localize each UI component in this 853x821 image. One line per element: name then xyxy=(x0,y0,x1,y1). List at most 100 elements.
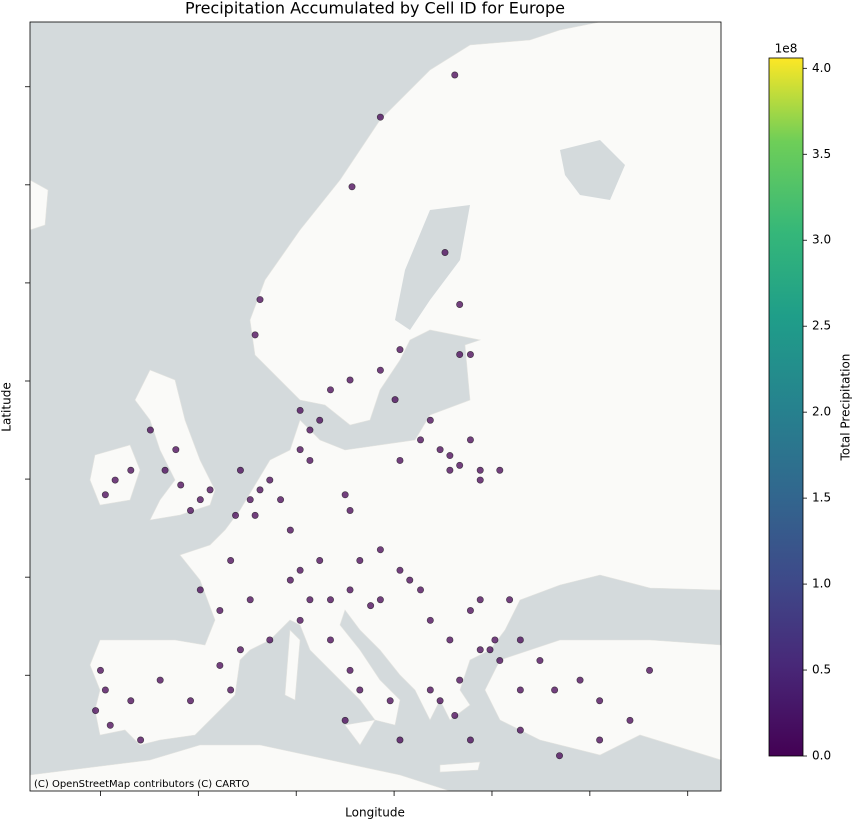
colorbar-offset: 1e8 xyxy=(775,42,798,56)
point xyxy=(227,686,235,694)
point xyxy=(551,686,559,694)
point xyxy=(476,596,484,604)
points xyxy=(92,71,654,760)
point xyxy=(346,506,354,514)
point xyxy=(286,526,294,534)
point xyxy=(456,300,464,308)
colorbar-label: Total Precipitation xyxy=(839,354,853,462)
point xyxy=(396,566,404,574)
point xyxy=(101,686,109,694)
point xyxy=(161,466,169,474)
point xyxy=(406,576,414,584)
point xyxy=(296,406,304,414)
point xyxy=(127,466,135,474)
point xyxy=(246,496,254,504)
point xyxy=(251,331,259,339)
iceland xyxy=(30,179,49,231)
x-axis-label: Longitude xyxy=(345,806,405,820)
point xyxy=(106,721,114,729)
point xyxy=(417,436,425,444)
point xyxy=(426,416,434,424)
point xyxy=(177,481,185,489)
point xyxy=(516,636,524,644)
point xyxy=(111,476,119,484)
point xyxy=(101,491,109,499)
point xyxy=(396,736,404,744)
point xyxy=(216,661,224,669)
point xyxy=(187,697,195,705)
colorbar xyxy=(768,57,804,757)
point xyxy=(451,711,459,719)
point xyxy=(376,366,384,374)
point xyxy=(256,296,264,304)
point xyxy=(596,697,604,705)
point xyxy=(206,486,214,494)
point xyxy=(196,586,204,594)
point xyxy=(172,446,180,454)
point xyxy=(516,726,524,734)
point xyxy=(346,666,354,674)
point xyxy=(426,686,434,694)
point xyxy=(451,71,459,79)
point xyxy=(277,496,285,504)
point xyxy=(187,506,195,514)
point xyxy=(456,351,464,359)
colorbar-tick-label: 1.0 xyxy=(812,577,831,591)
plot-frame xyxy=(29,21,722,792)
point xyxy=(466,607,474,615)
sardinia-corsica xyxy=(284,629,301,701)
point xyxy=(326,596,334,604)
point xyxy=(486,646,494,654)
point xyxy=(346,376,354,384)
point xyxy=(306,456,314,464)
point xyxy=(441,249,449,257)
point xyxy=(346,586,354,594)
white-sea xyxy=(560,140,625,200)
sicily xyxy=(344,719,376,746)
point xyxy=(146,426,154,434)
point xyxy=(396,346,404,354)
point xyxy=(306,596,314,604)
point xyxy=(266,476,274,484)
point xyxy=(367,602,375,610)
point xyxy=(476,646,484,654)
point xyxy=(356,556,364,564)
point xyxy=(216,607,224,615)
point xyxy=(466,351,474,359)
point xyxy=(376,596,384,604)
point xyxy=(256,486,264,494)
point xyxy=(232,511,240,519)
crete xyxy=(439,761,481,773)
point xyxy=(426,616,434,624)
point xyxy=(516,686,524,694)
point xyxy=(227,556,235,564)
point xyxy=(341,491,349,499)
point xyxy=(348,183,356,191)
attribution: (C) OpenStreetMap contributors (C) CARTO xyxy=(34,779,249,790)
point xyxy=(246,596,254,604)
point xyxy=(156,676,164,684)
chart-title: Precipitation Accumulated by Cell ID for… xyxy=(185,0,565,18)
point xyxy=(306,426,314,434)
point xyxy=(496,657,504,665)
colorbar-tick-label: 0.0 xyxy=(812,749,831,763)
colorbar-tick-label: 4.0 xyxy=(812,61,831,75)
point xyxy=(391,396,399,404)
point xyxy=(251,511,259,519)
point xyxy=(646,666,654,674)
point xyxy=(376,546,384,554)
great-britain xyxy=(134,369,216,521)
point xyxy=(316,556,324,564)
point xyxy=(92,707,100,715)
point xyxy=(446,466,454,474)
point xyxy=(326,386,334,394)
point xyxy=(456,676,464,684)
point xyxy=(127,697,135,705)
point xyxy=(341,716,349,724)
ireland xyxy=(89,444,141,506)
map-area xyxy=(30,22,721,791)
africa xyxy=(30,744,451,791)
colorbar-tick-label: 1.5 xyxy=(812,491,831,505)
point xyxy=(417,586,425,594)
